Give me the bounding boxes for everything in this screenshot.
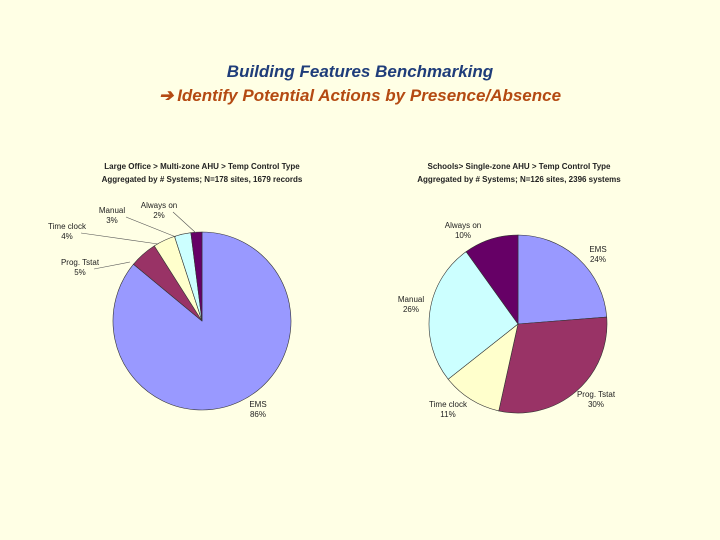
leader-line — [93, 261, 131, 270]
chart2-slices — [428, 234, 608, 414]
slide-subtitle: ➔ Identify Potential Actions by Presence/… — [0, 86, 720, 106]
chart1-subtitle: Aggregated by # Systems; N=178 sites, 16… — [102, 175, 303, 184]
slice-category-label: Always on — [445, 221, 481, 230]
slice-category-label: EMS — [589, 245, 606, 254]
slice-percent-label: 10% — [455, 231, 471, 240]
slice-category-label: Time clock — [429, 400, 468, 409]
slice-category-label: Manual — [398, 295, 424, 304]
chart2-subtitle: Aggregated by # Systems; N=126 sites, 23… — [417, 175, 621, 184]
chart2-title: Schools> Single-zone AHU > Temp Control … — [428, 162, 612, 171]
leader-line — [80, 232, 159, 245]
slide-subtitle-text: Identify Potential Actions by Presence/A… — [177, 86, 562, 105]
pie-slice-manual — [428, 251, 519, 380]
slice-category-label: Manual — [99, 206, 125, 215]
slide-title: Building Features Benchmarking — [226, 62, 494, 81]
arrow-right-icon: ➔ — [158, 86, 174, 105]
slice-category-label: Prog. Tstat — [577, 390, 616, 399]
slice-category-label: EMS — [249, 400, 266, 409]
pie-chart-1: Large Office > Multi-zone AHU > Temp Con… — [48, 162, 303, 419]
slice-percent-label: 11% — [440, 410, 455, 419]
pie-slice-ems — [517, 234, 608, 325]
pie-slice-always-on — [190, 231, 203, 322]
pie-slice-prog-tstat — [498, 316, 608, 414]
slice-category-label: Prog. Tstat — [61, 258, 100, 267]
leader-line — [125, 216, 177, 238]
pie-chart-2: Schools> Single-zone AHU > Temp Control … — [398, 162, 621, 419]
slice-percent-label: 4% — [61, 232, 73, 241]
pie-slice-always-on — [465, 234, 519, 325]
slice-category-label: Time clock — [48, 222, 87, 231]
slice-percent-label: 3% — [106, 216, 118, 225]
chart1-title: Large Office > Multi-zone AHU > Temp Con… — [104, 162, 300, 171]
slice-percent-label: 26% — [403, 305, 419, 314]
slice-percent-label: 30% — [588, 400, 604, 409]
chart1-slices — [112, 231, 292, 411]
slice-percent-label: 24% — [590, 255, 606, 264]
slice-percent-label: 2% — [153, 211, 165, 220]
slice-percent-label: 5% — [74, 268, 86, 277]
slice-category-label: Always on — [141, 201, 177, 210]
slice-percent-label: 86% — [250, 410, 266, 419]
leader-line — [172, 211, 197, 234]
